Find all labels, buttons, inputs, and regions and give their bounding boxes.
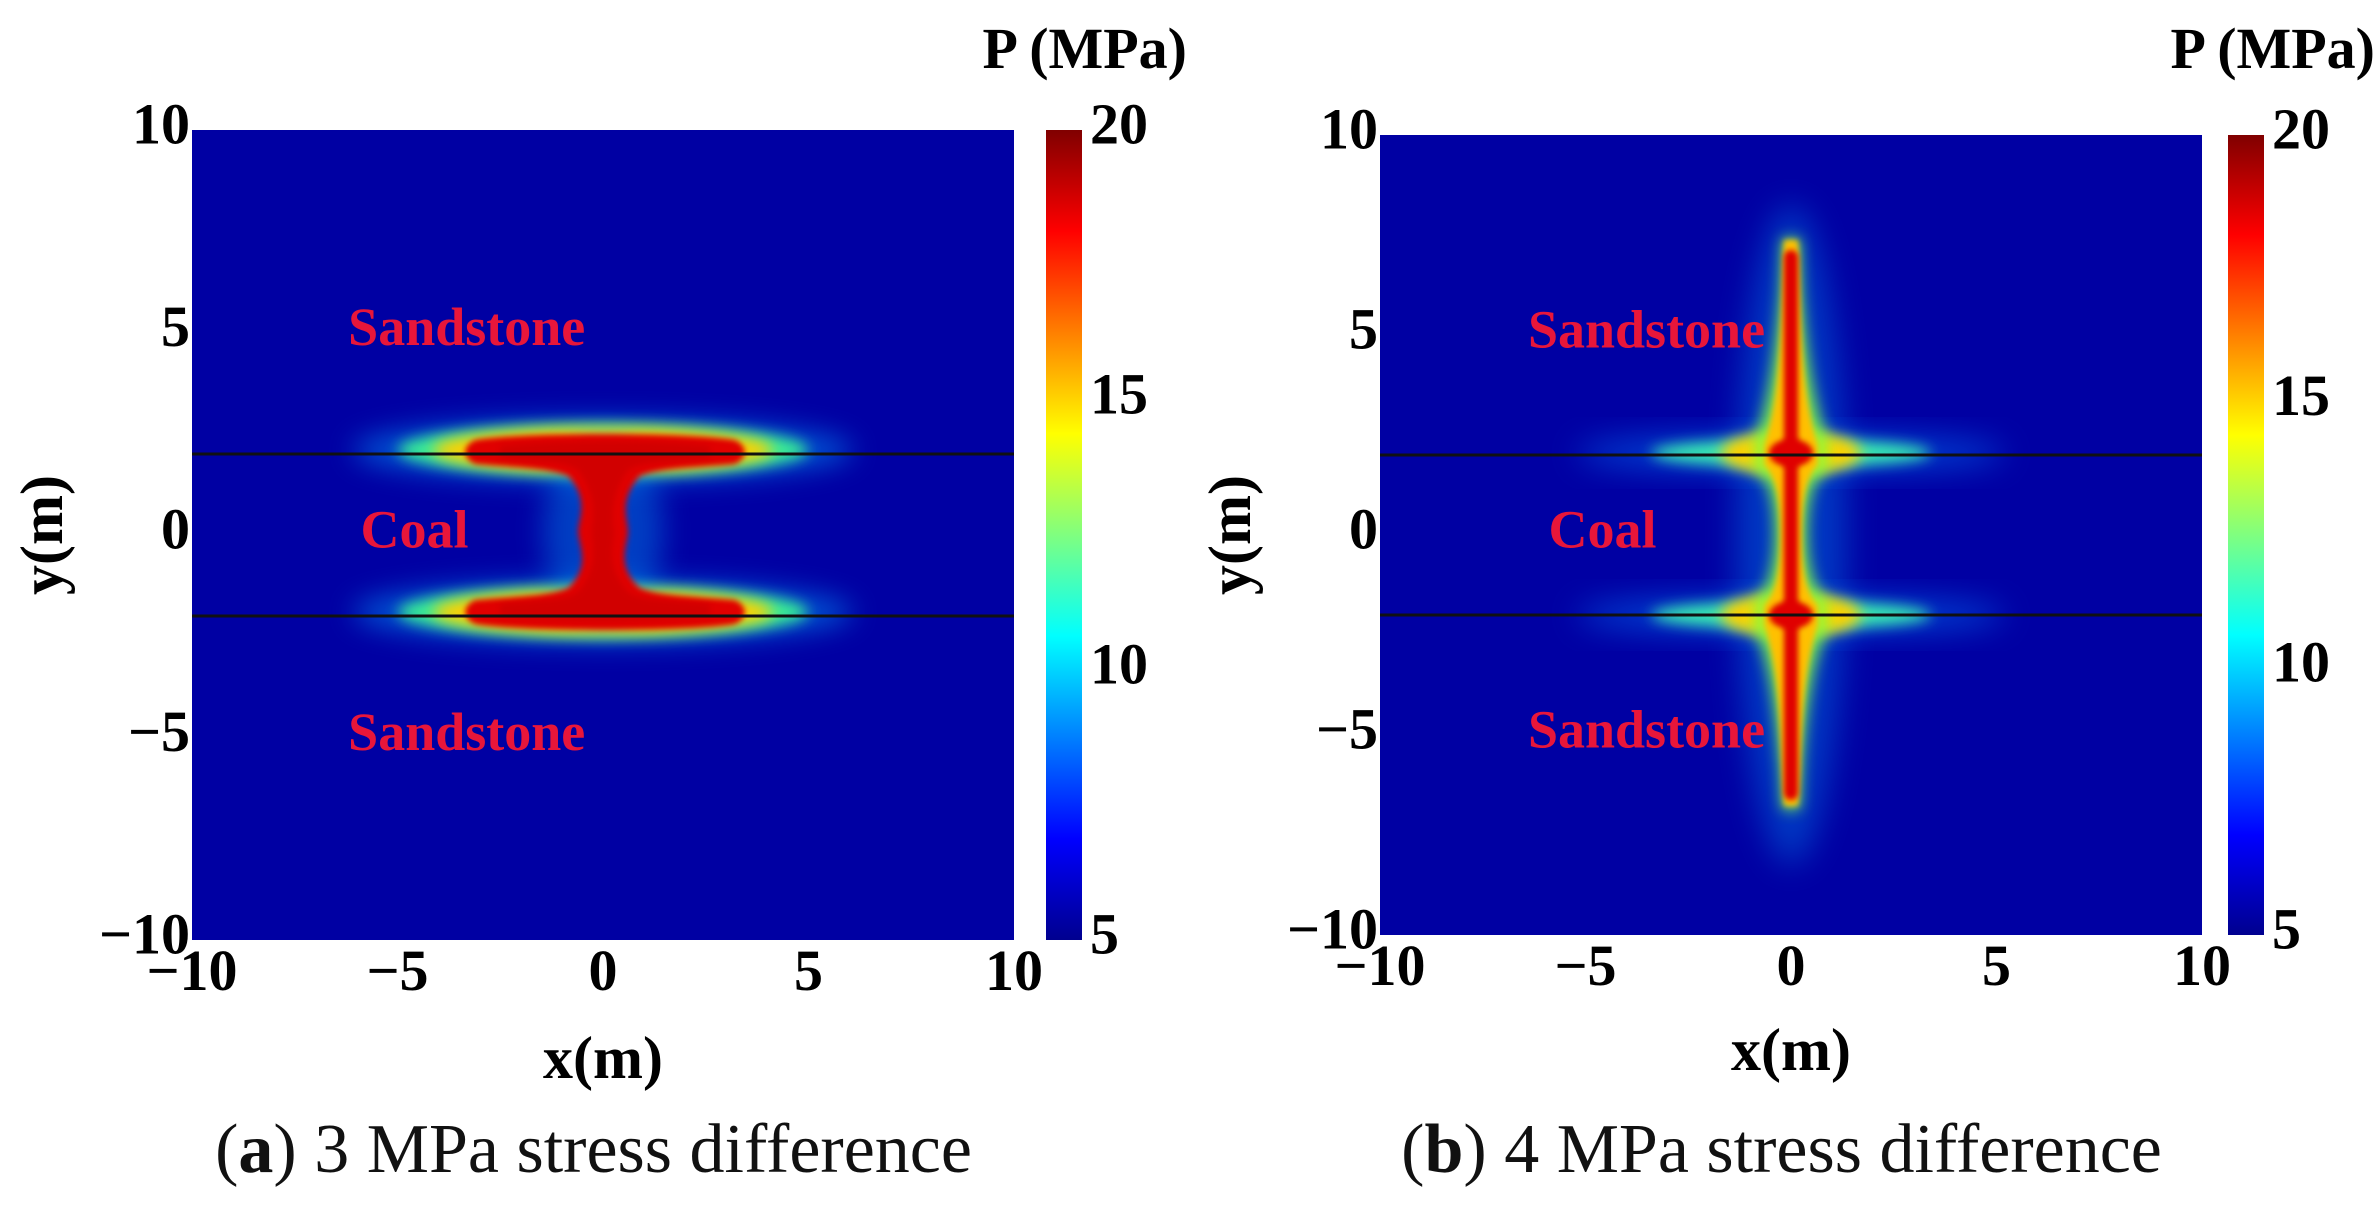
colorbar-tick-label: 15	[2272, 363, 2330, 428]
x-tick-label: 5	[794, 938, 823, 1003]
y-tick-label: 5	[161, 294, 190, 359]
caption-b: (b) 4 MPa stress difference	[1401, 1111, 2162, 1188]
y-tick-label: −5	[1316, 696, 1378, 761]
colorbar-tick-label: 5	[2272, 896, 2301, 961]
fracture-core-vertical	[1784, 250, 1798, 800]
y-tick-label: 5	[1349, 296, 1378, 361]
region-label-sandstone-bottom: Sandstone	[348, 702, 585, 762]
region-label-coal: Coal	[1549, 499, 1657, 559]
fracture-pressure-field	[353, 420, 853, 642]
caption-text: 3 MPa stress difference	[314, 1111, 972, 1188]
region-label-sandstone-bottom: Sandstone	[1528, 699, 1765, 759]
heatmap-chart-a: Sandstone Coal Sandstone −10 −5 0 5 10 −…	[9, 16, 1187, 1091]
y-tick-label: 10	[132, 91, 190, 156]
y-tick-label: −5	[128, 699, 190, 764]
y-tick-label: 10	[1320, 96, 1378, 161]
x-axis-label: x(m)	[1731, 1017, 1851, 1083]
x-tick-label: −10	[146, 938, 237, 1003]
colorbar	[2228, 135, 2264, 935]
colorbar-tick-label: 10	[2272, 630, 2330, 695]
fracture-pressure-field	[1576, 205, 2006, 865]
caption-letter: b	[1424, 1111, 1464, 1188]
caption-a: (a) 3 MPa stress difference	[215, 1111, 972, 1188]
colorbar-tick-label: 5	[1090, 901, 1119, 966]
colorbar-title: P (MPa)	[982, 16, 1187, 81]
caption-text: 4 MPa stress difference	[1504, 1111, 2162, 1188]
x-tick-label: 10	[2173, 933, 2231, 998]
y-axis-label: y(m)	[1197, 475, 1263, 595]
panel-a: Sandstone Coal Sandstone −10 −5 0 5 10 −…	[0, 0, 1187, 1219]
x-axis-label: x(m)	[543, 1025, 663, 1091]
colorbar-tick-label: 20	[1090, 91, 1148, 156]
colorbar-tick-label: 15	[1090, 361, 1148, 426]
region-label-coal: Coal	[361, 499, 469, 559]
region-label-sandstone-top: Sandstone	[1528, 299, 1765, 359]
y-tick-label: 0	[161, 496, 190, 561]
colorbar-tick-label: 10	[1090, 631, 1148, 696]
x-tick-label: −5	[366, 938, 428, 1003]
x-tick-label: 10	[985, 938, 1043, 1003]
y-tick-label: −10	[1287, 896, 1378, 961]
y-tick-label: −10	[99, 901, 190, 966]
x-tick-label: 5	[1982, 933, 2011, 998]
panel-b: Sandstone Coal Sandstone −10 −5 0 5 10 −…	[1188, 0, 2375, 1219]
x-tick-label: −10	[1334, 933, 1425, 998]
caption-letter: a	[238, 1111, 274, 1188]
colorbar-tick-label: 20	[2272, 96, 2330, 161]
y-axis-label: y(m)	[9, 475, 75, 595]
x-tick-label: −5	[1554, 933, 1616, 998]
y-tick-label: 0	[1349, 496, 1378, 561]
heatmap-chart-b: Sandstone Coal Sandstone −10 −5 0 5 10 −…	[1197, 16, 2375, 1083]
colorbar-title: P (MPa)	[2170, 16, 2375, 81]
colorbar	[1046, 130, 1082, 940]
region-label-sandstone-top: Sandstone	[348, 297, 585, 357]
x-tick-label: 0	[589, 938, 618, 1003]
x-tick-label: 0	[1777, 933, 1806, 998]
